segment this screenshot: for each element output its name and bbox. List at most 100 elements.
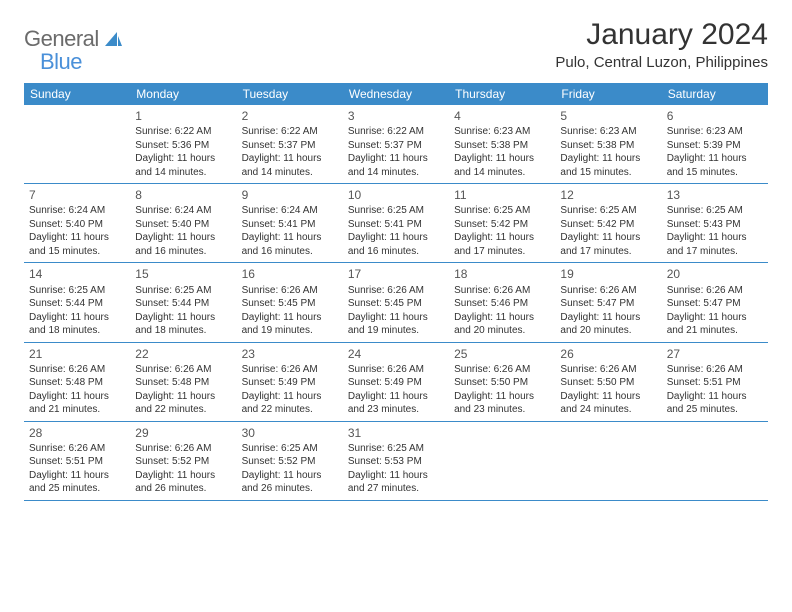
page-header: General Blue January 2024 Pulo, Central … xyxy=(24,18,768,75)
sunrise-text: Sunrise: 6:23 AM xyxy=(560,125,656,139)
calendar-week: 14Sunrise: 6:25 AMSunset: 5:44 PMDayligh… xyxy=(24,263,768,342)
sunset-text: Sunset: 5:38 PM xyxy=(560,139,656,153)
calendar-day: 29Sunrise: 6:26 AMSunset: 5:52 PMDayligh… xyxy=(130,422,236,500)
day-number: 5 xyxy=(560,108,656,124)
calendar-day: 24Sunrise: 6:26 AMSunset: 5:49 PMDayligh… xyxy=(343,343,449,421)
sunset-text: Sunset: 5:45 PM xyxy=(348,297,444,311)
day-number: 4 xyxy=(454,108,550,124)
sunset-text: Sunset: 5:37 PM xyxy=(242,139,338,153)
day-number: 3 xyxy=(348,108,444,124)
sunset-text: Sunset: 5:44 PM xyxy=(135,297,231,311)
sunrise-text: Sunrise: 6:26 AM xyxy=(560,363,656,377)
calendar-day: 2Sunrise: 6:22 AMSunset: 5:37 PMDaylight… xyxy=(237,105,343,183)
sunset-text: Sunset: 5:48 PM xyxy=(135,376,231,390)
sunrise-text: Sunrise: 6:23 AM xyxy=(667,125,763,139)
calendar-day: 25Sunrise: 6:26 AMSunset: 5:50 PMDayligh… xyxy=(449,343,555,421)
daylight-text: Daylight: 11 hours and 26 minutes. xyxy=(242,469,338,496)
day-number: 19 xyxy=(560,266,656,282)
sunrise-text: Sunrise: 6:25 AM xyxy=(667,204,763,218)
daylight-text: Daylight: 11 hours and 17 minutes. xyxy=(454,231,550,258)
sunrise-text: Sunrise: 6:26 AM xyxy=(348,363,444,377)
sunset-text: Sunset: 5:47 PM xyxy=(560,297,656,311)
day-number: 10 xyxy=(348,187,444,203)
day-number: 15 xyxy=(135,266,231,282)
daylight-text: Daylight: 11 hours and 16 minutes. xyxy=(348,231,444,258)
sunrise-text: Sunrise: 6:26 AM xyxy=(667,363,763,377)
daylight-text: Daylight: 11 hours and 14 minutes. xyxy=(135,152,231,179)
sunrise-text: Sunrise: 6:24 AM xyxy=(29,204,125,218)
daylight-text: Daylight: 11 hours and 22 minutes. xyxy=(242,390,338,417)
sunrise-text: Sunrise: 6:24 AM xyxy=(135,204,231,218)
day-number: 22 xyxy=(135,346,231,362)
daylight-text: Daylight: 11 hours and 24 minutes. xyxy=(560,390,656,417)
calendar-day: 8Sunrise: 6:24 AMSunset: 5:40 PMDaylight… xyxy=(130,184,236,262)
calendar-day: 16Sunrise: 6:26 AMSunset: 5:45 PMDayligh… xyxy=(237,263,343,341)
brand-word-1: General xyxy=(24,26,99,51)
calendar-week: 7Sunrise: 6:24 AMSunset: 5:40 PMDaylight… xyxy=(24,184,768,263)
calendar-day: 15Sunrise: 6:25 AMSunset: 5:44 PMDayligh… xyxy=(130,263,236,341)
weekday-header: Friday xyxy=(555,83,661,105)
calendar-day: 20Sunrise: 6:26 AMSunset: 5:47 PMDayligh… xyxy=(662,263,768,341)
sunset-text: Sunset: 5:40 PM xyxy=(135,218,231,232)
sunrise-text: Sunrise: 6:26 AM xyxy=(29,363,125,377)
day-number: 20 xyxy=(667,266,763,282)
sunset-text: Sunset: 5:36 PM xyxy=(135,139,231,153)
day-number: 2 xyxy=(242,108,338,124)
daylight-text: Daylight: 11 hours and 19 minutes. xyxy=(348,311,444,338)
sunrise-text: Sunrise: 6:26 AM xyxy=(242,363,338,377)
sunset-text: Sunset: 5:42 PM xyxy=(454,218,550,232)
title-block: January 2024 Pulo, Central Luzon, Philip… xyxy=(555,18,768,71)
calendar-week: 28Sunrise: 6:26 AMSunset: 5:51 PMDayligh… xyxy=(24,422,768,501)
day-number: 24 xyxy=(348,346,444,362)
sunrise-text: Sunrise: 6:26 AM xyxy=(454,284,550,298)
day-number: 17 xyxy=(348,266,444,282)
sunset-text: Sunset: 5:51 PM xyxy=(667,376,763,390)
sunrise-text: Sunrise: 6:26 AM xyxy=(454,363,550,377)
calendar-day: 23Sunrise: 6:26 AMSunset: 5:49 PMDayligh… xyxy=(237,343,343,421)
day-number: 16 xyxy=(242,266,338,282)
weekday-header: Tuesday xyxy=(237,83,343,105)
calendar-day: 3Sunrise: 6:22 AMSunset: 5:37 PMDaylight… xyxy=(343,105,449,183)
sunrise-text: Sunrise: 6:22 AM xyxy=(242,125,338,139)
sunrise-text: Sunrise: 6:22 AM xyxy=(135,125,231,139)
calendar-day: 10Sunrise: 6:25 AMSunset: 5:41 PMDayligh… xyxy=(343,184,449,262)
daylight-text: Daylight: 11 hours and 27 minutes. xyxy=(348,469,444,496)
sunrise-text: Sunrise: 6:25 AM xyxy=(348,204,444,218)
day-number: 13 xyxy=(667,187,763,203)
weekday-header: Saturday xyxy=(662,83,768,105)
daylight-text: Daylight: 11 hours and 19 minutes. xyxy=(242,311,338,338)
day-number: 31 xyxy=(348,425,444,441)
sunrise-text: Sunrise: 6:26 AM xyxy=(135,363,231,377)
sunset-text: Sunset: 5:45 PM xyxy=(242,297,338,311)
calendar-day: 13Sunrise: 6:25 AMSunset: 5:43 PMDayligh… xyxy=(662,184,768,262)
day-number: 26 xyxy=(560,346,656,362)
sunrise-text: Sunrise: 6:26 AM xyxy=(135,442,231,456)
calendar-day: 26Sunrise: 6:26 AMSunset: 5:50 PMDayligh… xyxy=(555,343,661,421)
sunset-text: Sunset: 5:37 PM xyxy=(348,139,444,153)
sunrise-text: Sunrise: 6:22 AM xyxy=(348,125,444,139)
daylight-text: Daylight: 11 hours and 14 minutes. xyxy=(242,152,338,179)
sunset-text: Sunset: 5:40 PM xyxy=(29,218,125,232)
day-number: 9 xyxy=(242,187,338,203)
daylight-text: Daylight: 11 hours and 21 minutes. xyxy=(667,311,763,338)
sunrise-text: Sunrise: 6:23 AM xyxy=(454,125,550,139)
sunrise-text: Sunrise: 6:25 AM xyxy=(29,284,125,298)
sunset-text: Sunset: 5:49 PM xyxy=(348,376,444,390)
day-number: 29 xyxy=(135,425,231,441)
daylight-text: Daylight: 11 hours and 15 minutes. xyxy=(667,152,763,179)
daylight-text: Daylight: 11 hours and 20 minutes. xyxy=(560,311,656,338)
day-number: 1 xyxy=(135,108,231,124)
day-number: 23 xyxy=(242,346,338,362)
calendar-day: 18Sunrise: 6:26 AMSunset: 5:46 PMDayligh… xyxy=(449,263,555,341)
calendar-day: 28Sunrise: 6:26 AMSunset: 5:51 PMDayligh… xyxy=(24,422,130,500)
sunset-text: Sunset: 5:48 PM xyxy=(29,376,125,390)
sunset-text: Sunset: 5:51 PM xyxy=(29,455,125,469)
daylight-text: Daylight: 11 hours and 22 minutes. xyxy=(135,390,231,417)
daylight-text: Daylight: 11 hours and 16 minutes. xyxy=(135,231,231,258)
calendar-day: 30Sunrise: 6:25 AMSunset: 5:52 PMDayligh… xyxy=(237,422,343,500)
calendar-day: 12Sunrise: 6:25 AMSunset: 5:42 PMDayligh… xyxy=(555,184,661,262)
day-number: 18 xyxy=(454,266,550,282)
sunrise-text: Sunrise: 6:25 AM xyxy=(348,442,444,456)
calendar-day xyxy=(449,422,555,500)
calendar-day xyxy=(555,422,661,500)
